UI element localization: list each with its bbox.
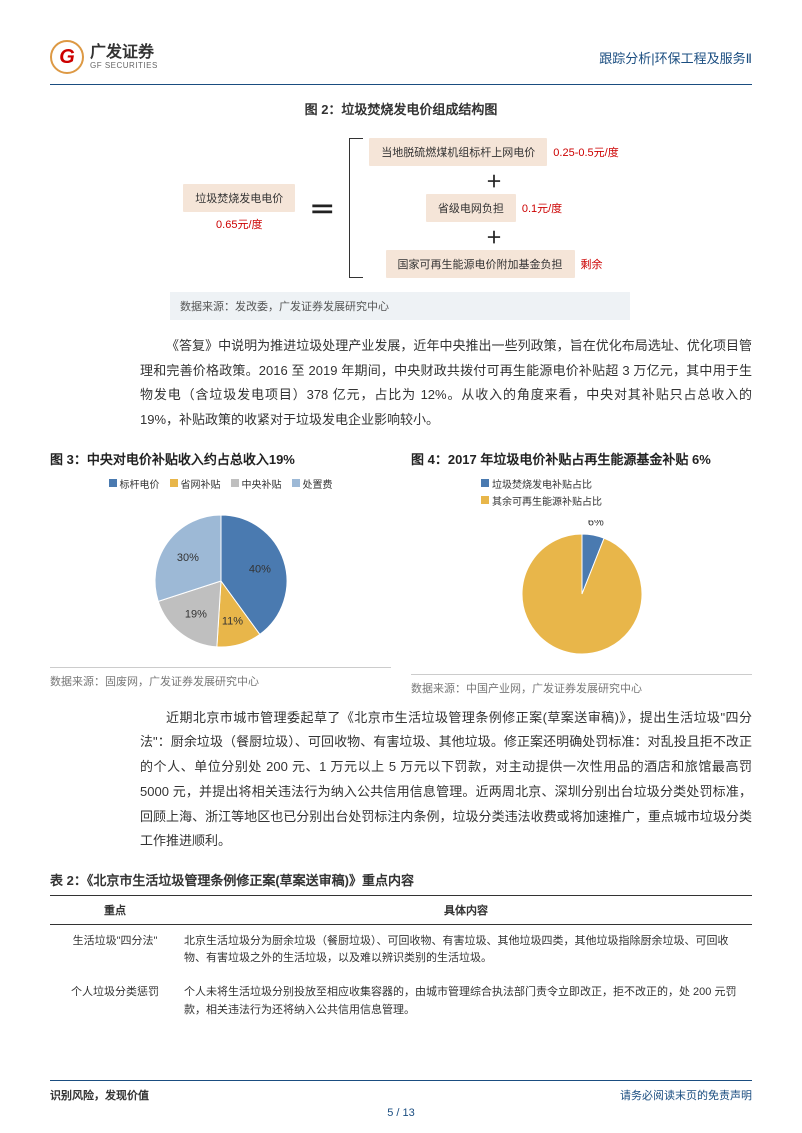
- figure2-title: 图 2：垃圾焚烧发电价组成结构图: [50, 99, 752, 118]
- table2-header-0: 重点: [50, 895, 180, 924]
- svg-text:6%: 6%: [587, 520, 603, 528]
- figure2-diagram: 垃圾焚烧发电电价 0.65元/度 ＝ 当地脱硫燃煤机组标杆上网电价 0.25-0…: [50, 128, 752, 284]
- fig2-left-box: 垃圾焚烧发电电价: [183, 184, 295, 212]
- table2: 重点 具体内容 生活垃圾"四分法"北京生活垃圾分为厨余垃圾（餐厨垃圾）、可回收物…: [50, 895, 752, 1027]
- table2-title: 表 2：《北京市生活垃圾管理条例修正案(草案送审稿)》重点内容: [50, 870, 752, 889]
- legend-item: 中央补贴: [231, 476, 282, 491]
- figure3-source: 数据来源：固废网，广发证券发展研究中心: [50, 667, 391, 689]
- svg-text:30%: 30%: [176, 552, 198, 564]
- figure4-source: 数据来源：中国产业网，广发证券发展研究中心: [411, 674, 752, 696]
- paragraph-1: 《答复》中说明为推进垃圾处理产业发展，近年中央推出一些列政策，旨在优化布局选址、…: [140, 334, 752, 433]
- legend-item: 省网补贴: [170, 476, 221, 491]
- svg-text:11%: 11%: [221, 615, 242, 627]
- logo-mark-icon: G: [50, 40, 84, 74]
- legend-item: 处置费: [292, 476, 333, 491]
- fig2-r1-box: 当地脱硫燃煤机组标杆上网电价: [369, 138, 547, 166]
- page-header: G 广发证券 GF SECURITIES 跟踪分析|环保工程及服务Ⅱ: [50, 40, 752, 74]
- paragraph-2: 近期北京市城市管理委起草了《北京市生活垃圾管理条例修正案(草案送审稿)》，提出生…: [140, 706, 752, 854]
- table-row: 生活垃圾"四分法"北京生活垃圾分为厨余垃圾（餐厨垃圾）、可回收物、有害垃圾、其他…: [50, 924, 752, 976]
- table-cell: 个人垃圾分类惩罚: [50, 976, 180, 1027]
- equals-icon: ＝: [309, 190, 335, 227]
- table-cell: 生活垃圾"四分法": [50, 924, 180, 976]
- figure3-title: 图 3：中央对电价补贴收入约占总收入19%: [50, 449, 391, 468]
- svg-text:19%: 19%: [184, 608, 206, 620]
- page-number: 5 / 13: [0, 1107, 802, 1119]
- figure3: 图 3：中央对电价补贴收入约占总收入19% 标杆电价省网补贴中央补贴处置费 40…: [50, 449, 391, 696]
- table-row: 个人垃圾分类惩罚个人未将生活垃圾分别投放至相应收集容器的，由城市管理综合执法部门…: [50, 976, 752, 1027]
- footer-disclaimer: 请务必阅读末页的免责声明: [620, 1087, 752, 1103]
- fig2-left-price: 0.65元/度: [216, 216, 262, 232]
- fig2-r3-box: 国家可再生能源电价附加基金负担: [386, 250, 575, 278]
- header-divider: [50, 84, 752, 85]
- legend-item: 垃圾焚烧发电补贴占比: [481, 476, 592, 491]
- legend-item: 标杆电价: [109, 476, 160, 491]
- fig2-r2-box: 省级电网负担: [426, 194, 516, 222]
- fig2-r3-price: 剩余: [581, 256, 603, 272]
- figure4-title: 图 4：2017 年垃圾电价补贴占再生能源基金补贴 6%: [411, 449, 752, 468]
- figure3-legend: 标杆电价省网补贴中央补贴处置费: [50, 476, 391, 491]
- figure2-source: 数据来源：发改委，广发证券发展研究中心: [170, 292, 630, 320]
- fig2-r2-price: 0.1元/度: [522, 200, 562, 216]
- charts-row: 图 3：中央对电价补贴收入约占总收入19% 标杆电价省网补贴中央补贴处置费 40…: [50, 449, 752, 696]
- figure4-legend: 垃圾焚烧发电补贴占比其余可再生能源补贴占比: [481, 476, 752, 508]
- legend-item: 其余可再生能源补贴占比: [481, 493, 602, 508]
- plus-icon: ＋: [486, 224, 502, 248]
- plus-icon: ＋: [486, 168, 502, 192]
- page-footer: 识别风险，发现价值 请务必阅读末页的免责声明: [50, 1080, 752, 1103]
- logo-name: 广发证券: [90, 45, 158, 61]
- header-category: 跟踪分析|环保工程及服务Ⅱ: [599, 48, 752, 67]
- table-cell: 个人未将生活垃圾分别投放至相应收集容器的，由城市管理综合执法部门责令立即改正，拒…: [180, 976, 752, 1027]
- logo-subtitle: GF SECURITIES: [90, 61, 158, 70]
- bracket-icon: [349, 138, 363, 278]
- figure3-pie: 40% 11% 19% 30%: [131, 503, 311, 653]
- figure4-pie: 6%94%: [492, 520, 672, 660]
- svg-text:40%: 40%: [248, 563, 270, 575]
- logo: G 广发证券 GF SECURITIES: [50, 40, 158, 74]
- footer-left: 识别风险，发现价值: [50, 1087, 149, 1103]
- table-cell: 北京生活垃圾分为厨余垃圾（餐厨垃圾）、可回收物、有害垃圾、其他垃圾四类，其他垃圾…: [180, 924, 752, 976]
- fig2-r1-price: 0.25-0.5元/度: [553, 144, 618, 160]
- figure4: 图 4：2017 年垃圾电价补贴占再生能源基金补贴 6% 垃圾焚烧发电补贴占比其…: [411, 449, 752, 696]
- table2-header-1: 具体内容: [180, 895, 752, 924]
